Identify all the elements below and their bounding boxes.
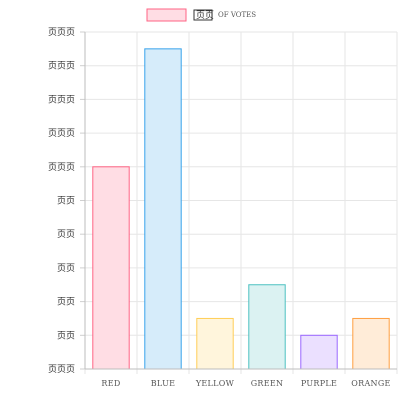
legend-glyph-box bbox=[193, 9, 213, 21]
legend-swatch bbox=[146, 8, 187, 22]
y-tick-label: ⻚⻚ bbox=[57, 330, 75, 341]
x-tick-label: ORANGE bbox=[351, 379, 390, 388]
y-tick-label: ⻚⻚⻚ bbox=[48, 162, 75, 173]
y-tick-label: ⻚⻚ bbox=[57, 263, 75, 274]
y-tick-label: ⻚⻚⻚ bbox=[48, 128, 75, 139]
x-tick-label: GREEN bbox=[251, 379, 284, 388]
bar-orange[interactable] bbox=[352, 317, 390, 370]
legend-label: OF VOTES bbox=[218, 11, 256, 19]
x-tick-label: BLUE bbox=[151, 379, 176, 388]
legend-glyph: ⻚⻚ bbox=[196, 10, 214, 21]
legend[interactable]: ⻚⻚ OF VOTES bbox=[146, 8, 256, 22]
y-tick-label: ⻚⻚ bbox=[57, 196, 75, 207]
x-axis: RED BLUE YELLOW GREEN PURPLE ORANGE bbox=[85, 368, 397, 388]
x-tick-label: RED bbox=[101, 379, 120, 388]
x-tick-label: PURPLE bbox=[301, 379, 337, 388]
y-tick-label: ⻚⻚⻚ bbox=[48, 27, 75, 38]
bar-purple[interactable] bbox=[300, 334, 338, 370]
bars bbox=[92, 48, 390, 370]
y-axis: ⻚⻚⻚⻚⻚⻚⻚⻚⻚⻚⻚⻚⻚⻚⻚⻚⻚⻚⻚⻚⻚⻚⻚⻚⻚⻚⻚⻚ bbox=[48, 27, 86, 375]
x-tick-label: YELLOW bbox=[195, 379, 235, 388]
y-tick-label: ⻚⻚⻚ bbox=[48, 364, 75, 375]
y-tick-label: ⻚⻚⻚ bbox=[48, 61, 75, 72]
y-tick-label: ⻚⻚⻚ bbox=[48, 94, 75, 105]
y-tick-label: ⻚⻚ bbox=[57, 229, 75, 240]
bar-red[interactable] bbox=[92, 166, 130, 370]
bar-yellow[interactable] bbox=[196, 317, 234, 370]
bar-blue[interactable] bbox=[144, 48, 182, 370]
y-tick-label: ⻚⻚ bbox=[57, 297, 75, 308]
bar-green[interactable] bbox=[248, 284, 286, 370]
grid bbox=[84, 31, 398, 374]
